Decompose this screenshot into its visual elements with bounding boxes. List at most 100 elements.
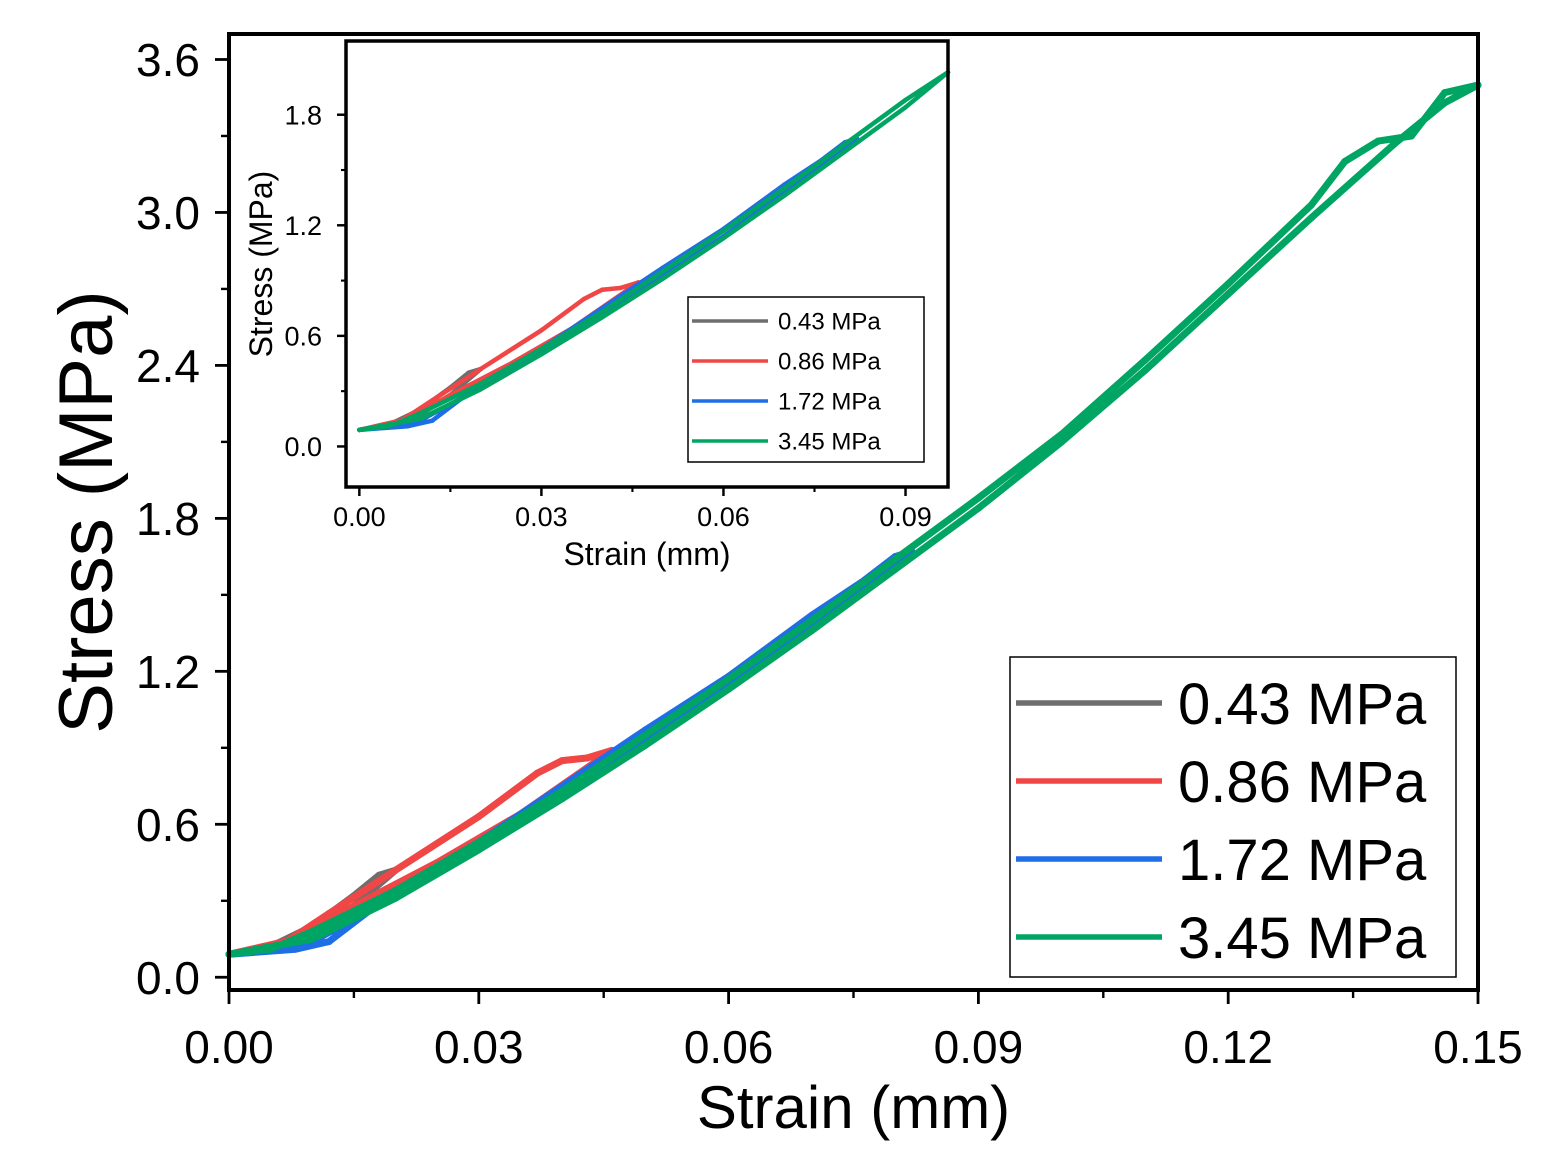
inset-series-1-point (429, 398, 435, 403)
main-legend-label-0: 0.43 MPa (1178, 672, 1427, 737)
inset-series-3-point (417, 416, 423, 422)
main-series-3-point (891, 555, 899, 563)
inset-series-2-point (429, 418, 435, 423)
inset-series-3-point (781, 193, 787, 199)
main-y-axis-label: Stress (MPa) (44, 290, 129, 733)
inset-series-3-point (539, 346, 544, 352)
inset-series-3-point (842, 149, 848, 154)
inset-y-tick-label: 1.8 (284, 100, 322, 130)
inset-series-3-point (660, 276, 666, 281)
inset-x-axis-label: Strain (mm) (563, 536, 730, 572)
main-y-tick-label: 1.8 (136, 493, 200, 545)
main-series-3-point (1441, 99, 1449, 107)
main-series-3-point (392, 894, 399, 902)
main-x-tick-label: 0.00 (184, 1021, 274, 1073)
inset-legend-label-0: 0.43 MPa (778, 309, 881, 336)
inset-x-tick-label: 0.06 (697, 502, 750, 532)
main-series-line-1 (225, 746, 616, 958)
main-series-1-point (392, 866, 399, 874)
main-y-tick-label: 0.0 (136, 952, 200, 1004)
main-series-2-point (292, 945, 300, 953)
main-y-tick-label: 0.6 (136, 799, 200, 851)
inset-series-3-point (417, 411, 423, 416)
main-series-3-point (641, 741, 649, 749)
main-series-2-point (325, 938, 333, 946)
inset-series-3-point (599, 309, 605, 315)
main-series-1-point (325, 910, 333, 917)
main-series-3-point (1374, 137, 1382, 145)
inset-chart: 0.00 0.03 0.06 0.09 0.0 0.6 1.2 1.8 Strain (mm) S… (243, 39, 951, 572)
main-series-3-point (392, 887, 399, 895)
main-series-1-point (583, 754, 591, 762)
main-series-3-point (974, 494, 982, 502)
main-series-1-point (533, 769, 541, 777)
main-x-axis: 0.00 0.03 0.06 0.09 0.12 0.15 (184, 990, 1523, 1073)
main-series-3-point (725, 675, 733, 683)
inset-series-3-point (478, 387, 483, 392)
inset-series-1-point (618, 285, 623, 291)
main-series-3-point (974, 504, 982, 512)
main-series-3-point (641, 731, 649, 739)
main-series-3-point (558, 787, 566, 795)
inset-series-1-point (599, 287, 605, 293)
inset-x-tick-label: 0.03 (515, 502, 568, 532)
main-x-tick-label: 0.09 (934, 1021, 1024, 1073)
inset-series-3-point (357, 427, 362, 433)
main-series-1-point (475, 813, 483, 821)
inset-x-tick-label: 0.09 (879, 502, 932, 532)
inset-x-axis: 0.00 0.03 0.06 0.09 (333, 487, 932, 532)
main-series-3-point (267, 945, 275, 953)
main-series-3-point (558, 795, 566, 803)
main-series-3-point (1141, 367, 1149, 374)
inset-series-3-point (842, 141, 848, 147)
inset-series-line-3 (357, 70, 951, 433)
inset-series-2-point (405, 423, 411, 429)
main-series-3-point (475, 838, 483, 846)
inset-plot-frame (344, 39, 950, 489)
inset-y-tick-label: 0.0 (284, 432, 322, 462)
inset-series-1-point (478, 366, 483, 372)
main-series-3-point (1391, 140, 1399, 148)
inset-series-3-point (539, 352, 544, 357)
main-series-3-point (891, 565, 899, 573)
main-series-3-point (808, 616, 816, 624)
main-legend-label-2: 1.72 MPa (1178, 828, 1427, 893)
main-y-axis: 0.0 0.6 1.2 1.8 2.4 3.0 3.6 (136, 34, 229, 1004)
inset-y-tick-label: 0.6 (284, 322, 322, 352)
main-series-3-point (1058, 438, 1066, 446)
main-x-tick-label: 0.06 (684, 1021, 774, 1073)
main-series-3-point (1308, 201, 1315, 209)
main-legend-label-3: 3.45 MPa (1178, 906, 1427, 971)
main-series-3-point (1058, 430, 1066, 438)
inset-x-tick-label: 0.00 (333, 502, 386, 532)
main-series-3-point (1441, 89, 1449, 97)
inset-series-3-point (721, 228, 726, 234)
inset-legend-box (687, 296, 925, 463)
main-legend-label-1: 0.86 MPa (1178, 750, 1427, 815)
inset-series-3-point (660, 269, 666, 274)
inset-series-1-point (581, 296, 587, 302)
main-legend-box (1009, 656, 1457, 978)
inset-legend: 0.43 MPa 0.86 MPa 1.72 MPa 3.45 MPa (687, 296, 925, 463)
main-series-line-3 (225, 81, 1482, 958)
inset-series-3-point (903, 97, 908, 103)
main-series-3-point (1341, 158, 1349, 165)
inset-series-3-point (903, 105, 908, 110)
main-series-3-point (725, 685, 733, 693)
main-x-tick-label: 0.03 (434, 1021, 524, 1073)
inset-legend-label-2: 1.72 MPa (778, 389, 881, 416)
main-x-axis-label: Strain (mm) (697, 1074, 1010, 1141)
main-y-tick-label: 2.4 (136, 340, 200, 392)
inset-y-axis-label: Stress (MPa) (243, 171, 279, 358)
main-series-3-point (1224, 290, 1232, 298)
inset-series-3-point (599, 315, 605, 320)
main-series-3-point (308, 927, 316, 935)
inset-series-3-point (387, 423, 392, 429)
main-x-tick-label: 0.12 (1183, 1021, 1273, 1073)
main-series-3-point (308, 935, 316, 943)
inset-y-tick-label: 1.2 (284, 211, 322, 241)
main-series-3-point (475, 846, 483, 854)
inset-series-3-point (478, 381, 483, 387)
main-y-tick-label: 3.0 (136, 187, 200, 239)
